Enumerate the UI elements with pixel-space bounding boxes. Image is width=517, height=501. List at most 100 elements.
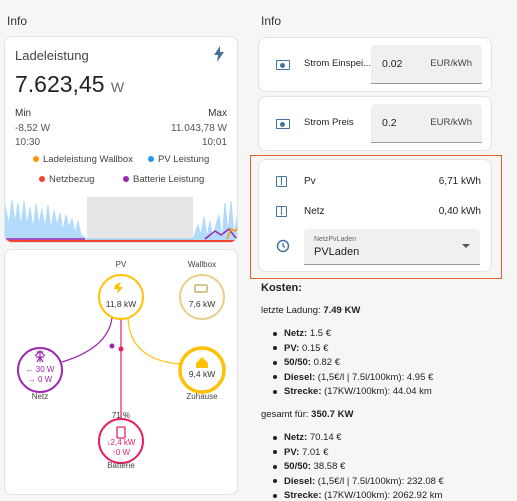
legend-item[interactable]: Ladeleistung Wallbox [33,154,133,165]
legend-item[interactable]: PV Leistung [148,154,209,165]
flow-line [127,317,181,365]
markdown-title: Kosten: [261,282,302,294]
legend-label: Batterie Leistung [133,174,205,185]
input-label: Strom Preis [304,117,354,128]
input-field[interactable]: 0.02 EUR/kWh [371,45,482,84]
cash-icon [276,119,290,129]
list-item: PV: 7.01 € [273,447,328,458]
list-item: PV: 0.15 € [273,342,329,354]
max-label: Max [208,108,227,119]
wallbox-icon [194,284,208,293]
item-label: Netz: [284,328,308,339]
wallbox-label: Wallbox [188,260,216,269]
amount: 7.49 KW [323,305,361,316]
dropdown-arrow [462,244,470,248]
item-text: 0.15 € [301,342,329,354]
list-item: Diesel: (1,5€/l | 7.5l/100km): 232.08 € [273,475,444,487]
intro: gesamt für: [261,409,309,420]
item-text: 38.58 € [313,461,346,473]
legend-item[interactable]: Batterie Leistung [123,174,204,185]
item-label: 50/50: [284,461,311,473]
battery-out: ↑0 W [112,448,131,457]
flow-dot [118,346,124,352]
bullet [273,450,277,455]
battery-in: ↓2,4 kW [107,438,136,447]
cash-dot [280,121,285,127]
clock-icon [276,239,290,253]
entity-value: 0,40 kWh [438,206,481,217]
legend-swatch [148,156,154,163]
item-text: 70.14 € [309,432,342,443]
input-value: 0.02 [382,58,403,70]
entity-label: Netz [304,206,325,217]
select[interactable]: NetzPvLaden PVLaden [304,229,480,265]
pv-label: PV [116,260,127,269]
min-value: -8,52 W [15,123,51,134]
highlight-frame [250,155,502,279]
meter-divider [280,177,282,185]
input-label: Strom Einspei... [304,58,372,69]
wallbox-circle [179,274,225,320]
meter-icon [276,206,287,217]
item-label: Diesel: [284,371,316,383]
bolt-icon [214,46,224,62]
grid-in: ← 30 W [26,365,55,374]
legend-swatch [33,156,39,163]
value: 7.623,45 [15,71,105,97]
energy-flow: PV 11,8 kW Wallbox 7,6 kW ← 30 W → 0 W N… [17,260,226,470]
entity-value: 6,71 kWh [438,176,481,187]
flow-line [61,317,113,363]
item-text: (1,5€/l | 7.5l/100km): 232.08 € [317,475,444,487]
legend-swatch [123,176,129,183]
pv-icon [114,282,123,294]
item-label: Strecke: [284,490,322,501]
item-text: 1.5 € [309,328,332,339]
input-value: 0.2 [382,117,397,129]
legend-item[interactable]: Netzbezug [39,174,94,185]
battery-soc: 71 % [112,411,130,420]
current-value: 7.623,45 W [15,71,124,98]
entity-label: Pv [304,176,316,187]
bullet [273,493,277,498]
cash-dot [280,62,285,68]
battery-circle [98,418,144,464]
flow-dot [109,343,115,349]
list-item: Netz: 1.5 € [273,328,332,339]
power-card[interactable]: Ladeleistung 7.623,45 W Min Max -8,52 W … [4,36,238,243]
history-graph [5,197,237,242]
item-text: (1,5€/l | 7.5l/100km): 4.95 € [317,371,434,383]
home-label: Zuhause [186,392,218,401]
list-item: 50/50: 0.82 € [273,357,340,369]
item-text: (17KW/100km): 44.04 km [324,386,432,398]
list-item: Strecke: (17KW/100km): 2062.92 km [273,490,442,501]
bullet [273,346,277,351]
unit: W [110,79,125,95]
card-title: Ladeleistung [15,48,89,63]
select-value: PVLaden [314,246,360,258]
pv-value: 11,8 kW [106,299,137,309]
min-time: 10:30 [15,137,41,148]
bullet [273,479,277,484]
battery-label: Batterie [107,461,135,470]
bullet [273,389,277,394]
item-text: 0.82 € [313,357,340,369]
item-label: Strecke: [284,386,322,398]
item-label: 50/50: [284,357,311,369]
pv-circle [98,274,144,320]
input-field[interactable]: 0.2 EUR/kWh [371,104,482,143]
item-label: Diesel: [284,475,316,487]
list-item: Netz: 70.14 € [273,432,342,443]
section-header: Info [261,14,282,28]
wallbox-value: 7,6 kW [189,299,215,309]
grid-out: → 0 W [28,375,53,384]
input-unit: EUR/kWh [430,117,472,128]
grid-circle [17,347,63,393]
legend-label: Netzbezug [49,174,95,185]
bullet [273,331,277,336]
bullet [273,435,277,440]
min-label: Min [15,108,32,119]
bullet [273,360,277,365]
max-time: 10:01 [201,137,227,148]
